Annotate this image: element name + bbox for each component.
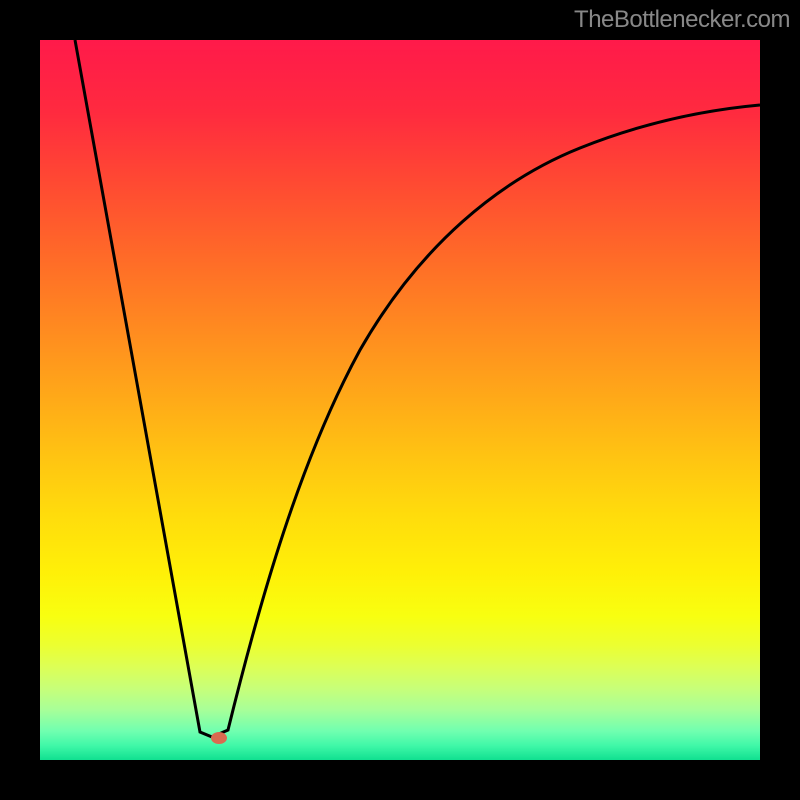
chart-plot-area [40, 40, 760, 760]
minimum-marker [211, 732, 227, 744]
chart-curve [40, 40, 760, 760]
bottleneck-curve-line [75, 40, 760, 737]
watermark-text: TheBottlenecker.com [574, 6, 790, 34]
